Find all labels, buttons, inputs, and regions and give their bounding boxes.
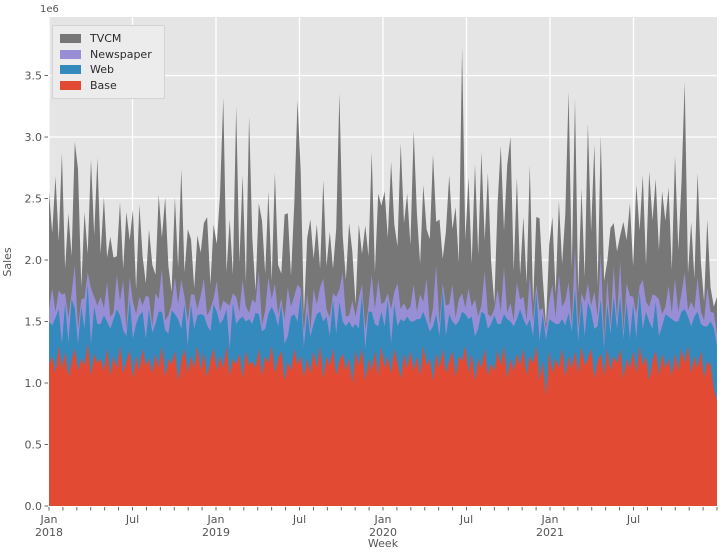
legend-label: Newspaper	[90, 47, 152, 61]
y-tick-label: 1.5	[25, 316, 43, 329]
legend-label: TVCM	[90, 32, 122, 45]
x-tick-label: Jan	[40, 513, 58, 526]
legend-item-web: Web	[60, 64, 152, 75]
x-tick-label: Jul	[626, 513, 640, 526]
legend-label: Base	[90, 78, 117, 92]
x-tick-year-label: 2020	[369, 526, 397, 539]
x-tick-label: Jul	[125, 513, 139, 526]
y-tick-label: 0.0	[25, 500, 43, 513]
legend-item-tvcm: TVCM	[60, 33, 152, 44]
y-tick-label: 3.5	[25, 70, 43, 83]
legend: TVCM Newspaper Web Base	[52, 25, 165, 99]
y-tick-label: 3.0	[25, 131, 43, 144]
x-tick-label: Jan	[207, 513, 225, 526]
y-axis-offset-text: 1e6	[40, 4, 59, 15]
y-axis-label: Sales	[1, 247, 14, 277]
legend-label: Web	[90, 63, 114, 76]
y-tick-label: 1.0	[25, 377, 43, 390]
legend-swatch-tvcm	[60, 34, 81, 43]
legend-swatch-newspaper	[60, 49, 81, 59]
y-tick-label: 2.5	[25, 193, 43, 206]
x-tick-label: Jul	[292, 513, 306, 526]
x-axis-label: Week	[368, 537, 399, 550]
y-tick-label: 2.0	[25, 254, 43, 267]
legend-item-base: Base	[60, 80, 152, 91]
x-tick-year-label: 2019	[202, 526, 230, 539]
x-tick-label: Jan	[374, 513, 392, 526]
legend-item-newspaper: Newspaper	[60, 49, 152, 60]
y-tick-label: 0.5	[25, 439, 43, 452]
legend-swatch-base	[60, 80, 81, 90]
area-base	[49, 343, 717, 506]
x-tick-label: Jul	[459, 513, 473, 526]
legend-swatch-web	[60, 65, 81, 74]
x-tick-year-label: 2018	[35, 526, 63, 539]
x-tick-label: Jan	[541, 513, 559, 526]
x-tick-year-label: 2021	[536, 526, 564, 539]
